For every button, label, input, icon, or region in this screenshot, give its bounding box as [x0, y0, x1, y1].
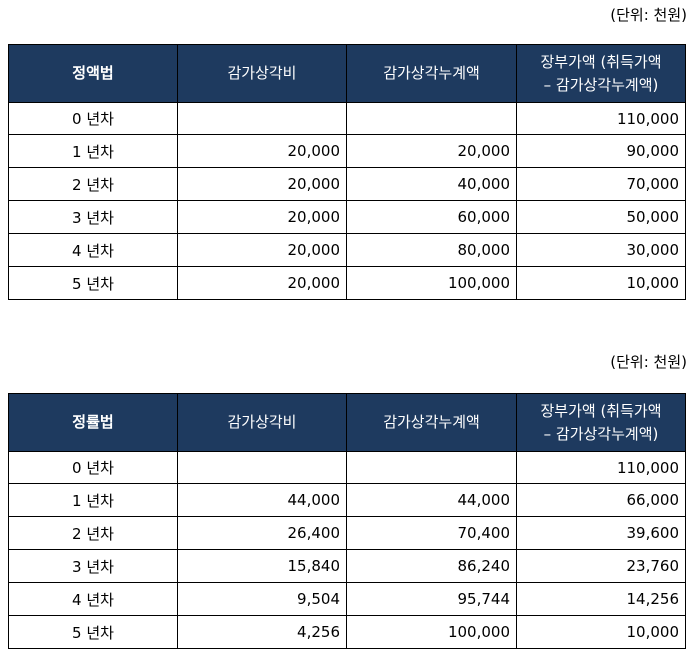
book-value-cell: 30,000 — [516, 233, 686, 267]
accumulated-depreciation-cell: 60,000 — [346, 200, 517, 234]
header-row: 정액법 감가상각비 감가상각누계액 장부가액 (취득가액 – 감가상각누계액) — [8, 44, 686, 103]
straight-line-depreciation-table: 정액법 감가상각비 감가상각누계액 장부가액 (취득가액 – 감가상각누계액) … — [8, 44, 686, 300]
year-cell: 1 년차 — [8, 483, 178, 517]
declining-balance-depreciation-table: 정률법 감가상각비 감가상각누계액 장부가액 (취득가액 – 감가상각누계액) … — [8, 393, 686, 649]
table-row: 3 년차 20,000 60,000 50,000 — [8, 200, 686, 234]
year-cell: 0 년차 — [8, 451, 178, 484]
table-row: 0 년차 110,000 — [8, 102, 686, 135]
table-row: 2 년차 26,400 70,400 39,600 — [8, 516, 686, 550]
accumulated-depreciation-cell: 86,240 — [346, 549, 517, 583]
book-value-header: 장부가액 (취득가액 – 감가상각누계액) — [516, 393, 686, 452]
depreciation-expense-cell: 15,840 — [177, 549, 347, 583]
method-header: 정액법 — [8, 44, 178, 103]
accumulated-depreciation-cell: 80,000 — [346, 233, 517, 267]
depreciation-expense-cell: 20,000 — [177, 167, 347, 201]
accumulated-depreciation-cell: 70,400 — [346, 516, 517, 550]
accumulated-depreciation-cell — [346, 451, 517, 484]
book-value-cell: 66,000 — [516, 483, 686, 517]
year-cell: 4 년차 — [8, 233, 178, 267]
accumulated-depreciation-cell: 44,000 — [346, 483, 517, 517]
book-value-header-line2: – 감가상각누계액) — [543, 424, 659, 443]
accumulated-depreciation-cell — [346, 102, 517, 135]
book-value-cell: 110,000 — [516, 102, 686, 135]
accumulated-depreciation-header: 감가상각누계액 — [346, 44, 517, 103]
year-cell: 3 년차 — [8, 200, 178, 234]
table-row: 1 년차 44,000 44,000 66,000 — [8, 483, 686, 517]
depreciation-expense-header: 감가상각비 — [177, 393, 347, 452]
table-row: 3 년차 15,840 86,240 23,760 — [8, 549, 686, 583]
year-cell: 0 년차 — [8, 102, 178, 135]
year-cell: 5 년차 — [8, 266, 178, 300]
depreciation-expense-header: 감가상각비 — [177, 44, 347, 103]
book-value-header-line1: 장부가액 (취득가액 — [540, 52, 662, 71]
depreciation-expense-cell: 20,000 — [177, 134, 347, 168]
depreciation-expense-cell: 26,400 — [177, 516, 347, 550]
depreciation-expense-cell — [177, 451, 347, 484]
accumulated-depreciation-cell: 100,000 — [346, 266, 517, 300]
accumulated-depreciation-cell: 20,000 — [346, 134, 517, 168]
year-cell: 1 년차 — [8, 134, 178, 168]
table-row: 5 년차 4,256 100,000 10,000 — [8, 615, 686, 649]
depreciation-expense-cell: 20,000 — [177, 266, 347, 300]
book-value-header-line2: – 감가상각누계액) — [543, 75, 659, 94]
header-row: 정률법 감가상각비 감가상각누계액 장부가액 (취득가액 – 감가상각누계액) — [8, 393, 686, 452]
table-row: 5 년차 20,000 100,000 10,000 — [8, 266, 686, 300]
book-value-cell: 110,000 — [516, 451, 686, 484]
unit-label: (단위: 천원) — [610, 353, 687, 371]
table-row: 4 년차 9,504 95,744 14,256 — [8, 582, 686, 616]
book-value-cell: 90,000 — [516, 134, 686, 168]
year-cell: 4 년차 — [8, 582, 178, 616]
book-value-cell: 23,760 — [516, 549, 686, 583]
depreciation-expense-cell: 20,000 — [177, 200, 347, 234]
book-value-cell: 14,256 — [516, 582, 686, 616]
table-row: 1 년차 20,000 20,000 90,000 — [8, 134, 686, 168]
method-header: 정률법 — [8, 393, 178, 452]
book-value-cell: 39,600 — [516, 516, 686, 550]
book-value-cell: 10,000 — [516, 615, 686, 649]
depreciation-expense-cell — [177, 102, 347, 135]
year-cell: 2 년차 — [8, 167, 178, 201]
year-cell: 5 년차 — [8, 615, 178, 649]
table-row: 4 년차 20,000 80,000 30,000 — [8, 233, 686, 267]
book-value-header-line1: 장부가액 (취득가액 — [540, 401, 662, 420]
accumulated-depreciation-cell: 40,000 — [346, 167, 517, 201]
book-value-header: 장부가액 (취득가액 – 감가상각누계액) — [516, 44, 686, 103]
depreciation-expense-cell: 44,000 — [177, 483, 347, 517]
unit-label: (단위: 천원) — [610, 6, 687, 24]
accumulated-depreciation-cell: 95,744 — [346, 582, 517, 616]
depreciation-expense-cell: 4,256 — [177, 615, 347, 649]
accumulated-depreciation-cell: 100,000 — [346, 615, 517, 649]
year-cell: 2 년차 — [8, 516, 178, 550]
book-value-cell: 50,000 — [516, 200, 686, 234]
table-row: 2 년차 20,000 40,000 70,000 — [8, 167, 686, 201]
table-row: 0 년차 110,000 — [8, 451, 686, 484]
year-cell: 3 년차 — [8, 549, 178, 583]
book-value-cell: 10,000 — [516, 266, 686, 300]
depreciation-expense-cell: 9,504 — [177, 582, 347, 616]
depreciation-expense-cell: 20,000 — [177, 233, 347, 267]
accumulated-depreciation-header: 감가상각누계액 — [346, 393, 517, 452]
book-value-cell: 70,000 — [516, 167, 686, 201]
